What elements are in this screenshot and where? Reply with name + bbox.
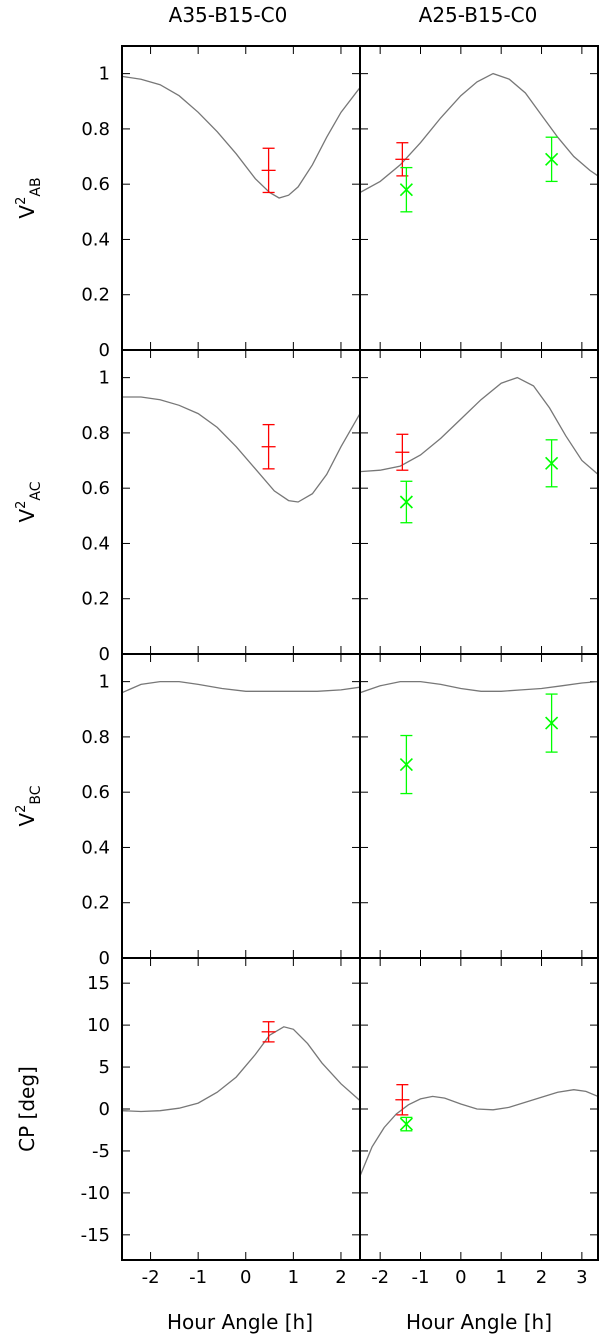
y-tick-label: 0 bbox=[99, 1099, 110, 1120]
y-axis-label: V2AB bbox=[14, 177, 44, 218]
y-tick-label: 0 bbox=[99, 340, 110, 361]
panel-frame bbox=[121, 957, 361, 1261]
x-tick-label: 1 bbox=[495, 1267, 506, 1288]
x-axis-label-right: Hour Angle [h] bbox=[406, 1310, 552, 1334]
x-tick-label: -2 bbox=[142, 1267, 160, 1288]
model-curve bbox=[122, 396, 360, 503]
y-tick-label: 0.2 bbox=[81, 285, 110, 306]
x-tick-label: 0 bbox=[455, 1267, 466, 1288]
x-tick-label: -2 bbox=[371, 1267, 389, 1288]
x-tick-label: 3 bbox=[576, 1267, 587, 1288]
y-tick-label: 0.6 bbox=[81, 782, 110, 803]
data-point-cross bbox=[399, 183, 413, 197]
data-point-cross bbox=[399, 757, 413, 772]
model-curve bbox=[360, 72, 598, 194]
y-tick-label: 0.8 bbox=[81, 119, 110, 140]
x-tick-label: -1 bbox=[189, 1267, 207, 1288]
y-axis-label: V2AC bbox=[14, 481, 44, 522]
data-point-cross bbox=[545, 716, 559, 730]
y-tick-label: 0.6 bbox=[81, 174, 110, 195]
panel-frame bbox=[359, 957, 599, 1261]
data-point-cross bbox=[545, 152, 559, 166]
x-tick-label: 0 bbox=[240, 1267, 251, 1288]
y-tick-label: -10 bbox=[81, 1183, 110, 1204]
panel-frame bbox=[121, 349, 361, 655]
y-tick-label: 1 bbox=[99, 64, 110, 85]
column-title-a35: A35-B15-C0 bbox=[169, 3, 288, 27]
y-tick-label: 0 bbox=[99, 948, 110, 969]
model-curve bbox=[360, 1089, 598, 1177]
y-tick-label: -15 bbox=[81, 1225, 110, 1246]
y-tick-label: 0.4 bbox=[81, 837, 110, 858]
y-tick-label: 0.4 bbox=[81, 229, 110, 250]
y-tick-label: -5 bbox=[92, 1141, 110, 1162]
y-tick-label: 0.4 bbox=[81, 533, 110, 554]
y-tick-label: 1 bbox=[99, 368, 110, 389]
panel-frame bbox=[359, 653, 599, 959]
y-tick-label: 0.6 bbox=[81, 478, 110, 499]
model-curve bbox=[360, 680, 598, 694]
y-tick-label: 0 bbox=[99, 644, 110, 665]
data-point-cross bbox=[545, 456, 559, 470]
panel-1-1 bbox=[359, 349, 599, 655]
y-tick-label: 1 bbox=[99, 672, 110, 693]
x-tick-label: 2 bbox=[536, 1267, 547, 1288]
x-axis-label-left: Hour Angle [h] bbox=[167, 1310, 313, 1334]
model-curve bbox=[360, 376, 598, 475]
panel-frame bbox=[359, 45, 599, 351]
panel-0-0: 0 0.2 0.4 0.6 0.8 1 V2AB bbox=[14, 45, 361, 361]
model-curve bbox=[122, 680, 360, 694]
data-point-cross bbox=[399, 1117, 413, 1131]
panel-2-1 bbox=[359, 653, 599, 959]
panels: 0 0.2 0.4 0.6 0.8 1 V2AB 0 0.2 0.4 0.6 0.8 1 V2AC 0 0.2… bbox=[14, 45, 599, 1288]
x-tick-label: 2 bbox=[335, 1267, 346, 1288]
y-tick-label: 15 bbox=[87, 973, 110, 994]
panel-frame bbox=[121, 45, 361, 351]
y-tick-label: 0.8 bbox=[81, 423, 110, 444]
panel-3-1: -2 -1 0 1 2 3 bbox=[359, 957, 599, 1288]
y-tick-label: 10 bbox=[87, 1015, 110, 1036]
x-tick-label: 1 bbox=[288, 1267, 299, 1288]
y-tick-label: 0.2 bbox=[81, 893, 110, 914]
model-curve bbox=[122, 1026, 360, 1113]
y-axis-label: V2BC bbox=[14, 785, 44, 826]
y-axis-label: CP [deg] bbox=[15, 1066, 39, 1152]
y-tick-label: 5 bbox=[99, 1057, 110, 1078]
panel-1-0: 0 0.2 0.4 0.6 0.8 1 V2AC bbox=[14, 349, 361, 665]
data-point-cross bbox=[399, 495, 413, 509]
panel-frame bbox=[121, 653, 361, 959]
panel-2-0: 0 0.2 0.4 0.6 0.8 1 V2BC bbox=[14, 653, 361, 969]
panel-0-1 bbox=[359, 45, 599, 351]
panel-frame bbox=[359, 349, 599, 655]
x-tick-label: -1 bbox=[412, 1267, 430, 1288]
y-tick-label: 0.2 bbox=[81, 589, 110, 610]
column-title-a25: A25-B15-C0 bbox=[419, 3, 538, 27]
y-tick-label: 0.8 bbox=[81, 727, 110, 748]
model-curve bbox=[122, 75, 360, 199]
